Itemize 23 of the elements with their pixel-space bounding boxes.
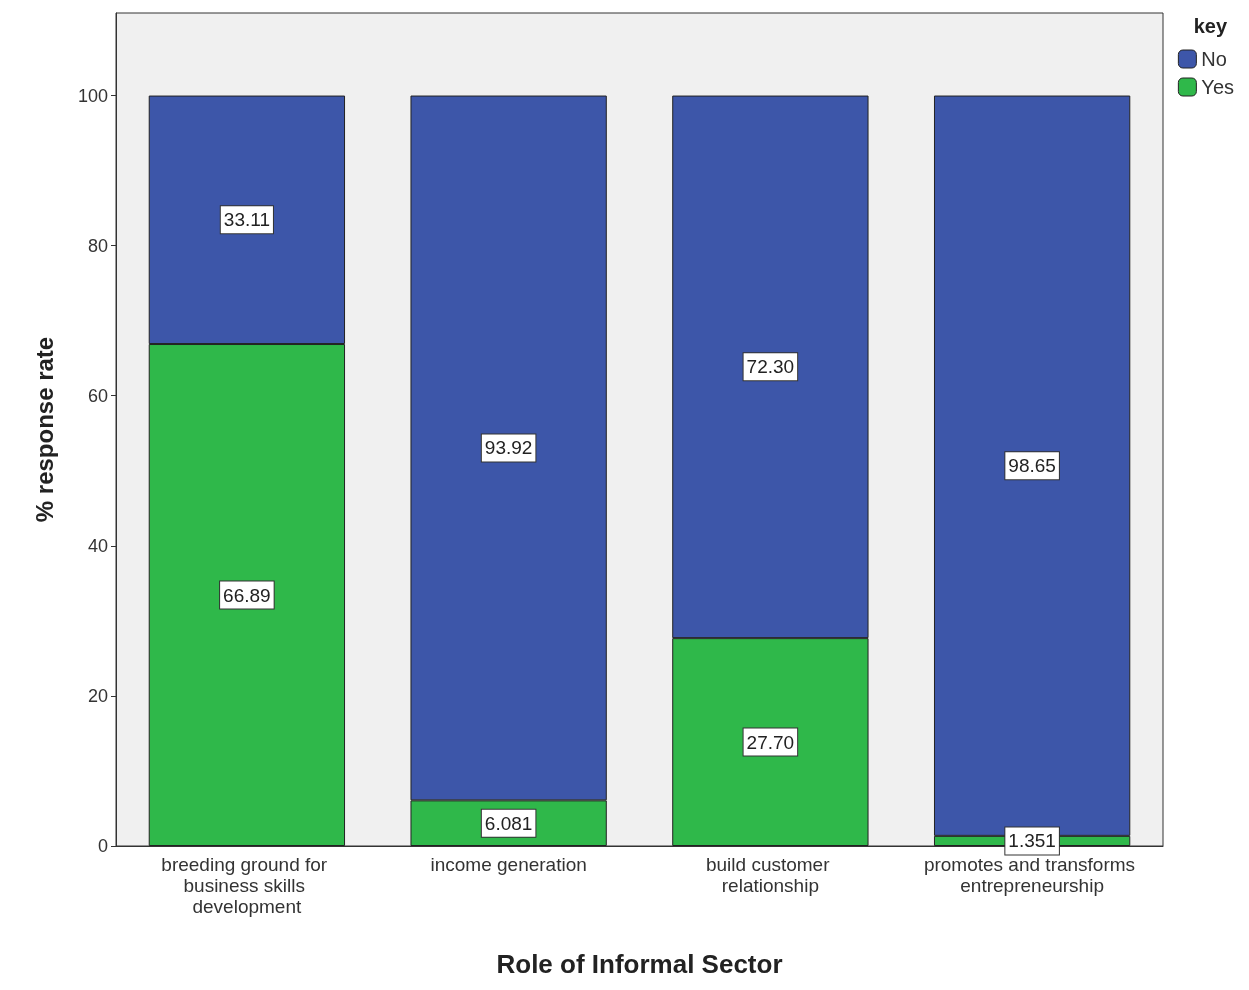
legend-label: Yes [1201,76,1235,98]
x-tick-label: build customer relationship [705,854,835,896]
x-tick-label: income generation [430,854,587,875]
y-tick-label: 80 [87,235,108,256]
data-label: 66.89 [223,584,271,606]
x-axis-title: Role of Informal Sector [496,949,783,979]
data-label: 33.11 [223,209,270,231]
x-tick-label: breeding ground for business skills development [161,854,333,917]
data-label: 27.70 [746,731,795,753]
legend-label: No [1201,48,1227,70]
y-tick-label: 40 [87,535,108,556]
y-tick-label: 100 [77,85,108,106]
y-axis-title: % response rate [30,336,58,523]
data-label: 93.92 [484,437,533,459]
data-label: 72.30 [746,356,795,378]
data-label: 98.65 [1008,455,1056,477]
y-tick-label: 20 [87,685,108,706]
x-tick-label: promotes and transforms entrepreneurship [923,854,1141,896]
legend-title: key [1193,15,1228,37]
data-label: 1.351 [1008,830,1056,852]
y-tick-label: 0 [97,836,108,856]
data-label: 6.081 [484,812,533,834]
y-tick-label: 60 [87,385,108,406]
